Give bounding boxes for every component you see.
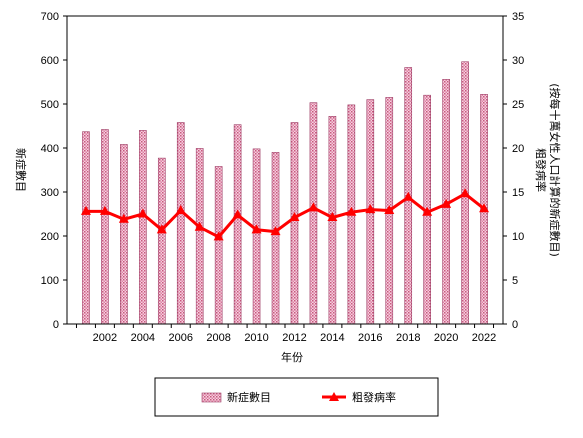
rate-marker-2009 (232, 209, 243, 219)
rate-marker-2003 (118, 213, 129, 223)
right-tick-label: 5 (512, 275, 518, 287)
right-tick-label: 10 (512, 231, 524, 243)
right-tick-label: 35 (512, 11, 524, 23)
bar-2005 (157, 157, 166, 325)
left-tick-label: 300 (41, 187, 59, 199)
rate-marker-2016 (365, 204, 376, 214)
x-tick-label: 2014 (320, 332, 344, 344)
rate-line (86, 192, 485, 239)
rate-marker-2011 (270, 226, 281, 236)
bar-2006 (176, 122, 185, 325)
bar-2009 (233, 124, 242, 325)
left-axis-title: 新症數目 (14, 148, 28, 192)
rate-marker-2004 (137, 208, 148, 218)
bar-2001 (82, 131, 90, 325)
rate-marker-2002 (99, 205, 110, 215)
plot-frame (66, 15, 504, 325)
legend-bar-label: 新症數目 (227, 390, 271, 404)
rate-marker-2001 (80, 205, 91, 215)
rate-marker-2005 (156, 224, 167, 234)
bar-2012 (290, 122, 299, 325)
x-tick-label: 2004 (131, 332, 155, 344)
rate-marker-2019 (422, 206, 433, 216)
legend-line-marker (329, 392, 339, 401)
right-tick-label: 15 (512, 187, 524, 199)
rate-marker-2021 (460, 188, 471, 198)
x-tick-label: 2002 (93, 332, 117, 344)
x-tick-label: 2016 (358, 332, 382, 344)
bar-2013 (309, 102, 318, 325)
legend-frame (154, 377, 439, 417)
legend: 新症數目 粗發病率 (154, 377, 439, 417)
bar-2011 (271, 152, 280, 325)
x-tick-label: 2022 (472, 332, 496, 344)
left-tick-label: 200 (41, 231, 59, 243)
rate-marker-2020 (441, 198, 452, 208)
bar-2003 (120, 144, 128, 325)
rate-marker-2018 (403, 191, 414, 201)
x-tick-label: 2018 (396, 332, 420, 344)
rate-marker-2010 (251, 224, 262, 234)
x-tick-label: 2008 (206, 332, 230, 344)
right-tick-label: 30 (512, 55, 524, 67)
legend-bar-swatch (201, 392, 222, 403)
left-tick-label: 700 (41, 11, 59, 23)
x-tick-label: 2006 (168, 332, 192, 344)
rate-marker-2013 (308, 202, 319, 212)
right-tick-label: 20 (512, 143, 524, 155)
x-axis-title: 年份 (281, 350, 303, 364)
right-axis-title-line1: 粗發病率 (534, 148, 548, 192)
right-tick-label: 25 (512, 99, 524, 111)
right-tick-label: 0 (512, 319, 518, 331)
bar-2010 (252, 148, 261, 325)
axes-group: 0 100 200 300 400 500 600 700 0 5 10 15 20 25 30 35 2002… (41, 11, 525, 344)
x-tick-label: 2020 (434, 332, 458, 344)
right-axis-title-line2: (按每十萬女性人口計算的新症數目) (548, 83, 562, 257)
bar-2008 (214, 166, 223, 325)
left-tick-label: 500 (41, 99, 59, 111)
legend-line-label: 粗發病率 (352, 390, 396, 404)
rate-marker-2015 (346, 206, 357, 216)
bar-2002 (101, 129, 109, 325)
line-series-group (80, 188, 490, 241)
rate-marker-2007 (194, 221, 205, 231)
bar-2004 (139, 130, 147, 325)
left-tick-label: 600 (41, 55, 59, 67)
rate-marker-2022 (479, 203, 490, 213)
rate-marker-2008 (213, 231, 224, 241)
rate-marker-2017 (384, 204, 395, 214)
left-tick-label: 0 (53, 319, 59, 331)
left-tick-label: 100 (41, 275, 59, 287)
rate-marker-2014 (327, 212, 338, 222)
rate-marker-2012 (289, 212, 300, 222)
bar-series-group (82, 61, 488, 325)
rate-marker-2006 (175, 204, 186, 214)
x-tick-label: 2010 (244, 332, 268, 344)
left-tick-label: 400 (41, 143, 59, 155)
bar-2007 (195, 148, 204, 325)
x-tick-label: 2012 (282, 332, 306, 344)
